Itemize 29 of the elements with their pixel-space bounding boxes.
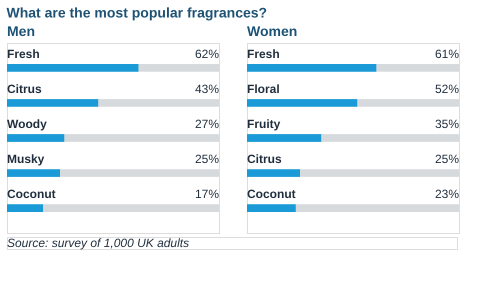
category-label: Musky [7,152,44,166]
data-label: 62% [194,46,220,61]
chart-title: Men [7,23,35,39]
data-label: 23% [434,187,460,202]
bar [7,204,44,212]
data-label: 52% [434,82,460,96]
data-label: 61% [434,46,460,61]
source-note: Source: survey of 1,000 UK adults [7,236,190,250]
data-label: 17% [194,187,220,202]
data-label: 25% [194,152,220,166]
category-label: Citrus [7,82,42,96]
bar [7,169,60,177]
bar [247,204,296,212]
category-label: Fresh [247,46,280,61]
category-label: Coconut [7,187,56,202]
data-label: 35% [434,117,460,131]
category-label: Woody [7,117,47,131]
category-label: Fresh [7,46,40,61]
bar [7,134,64,142]
chart-title: Women [247,23,298,39]
category-label: Citrus [247,152,282,166]
data-label: 25% [434,152,460,166]
data-label: 27% [194,117,220,131]
data-label: 43% [194,82,220,96]
category-label: Coconut [247,187,296,202]
category-label: Fruity [247,117,280,131]
bar [247,169,300,177]
text: What are the most popular fragrances? [6,4,268,20]
category-label: Floral [247,82,280,96]
